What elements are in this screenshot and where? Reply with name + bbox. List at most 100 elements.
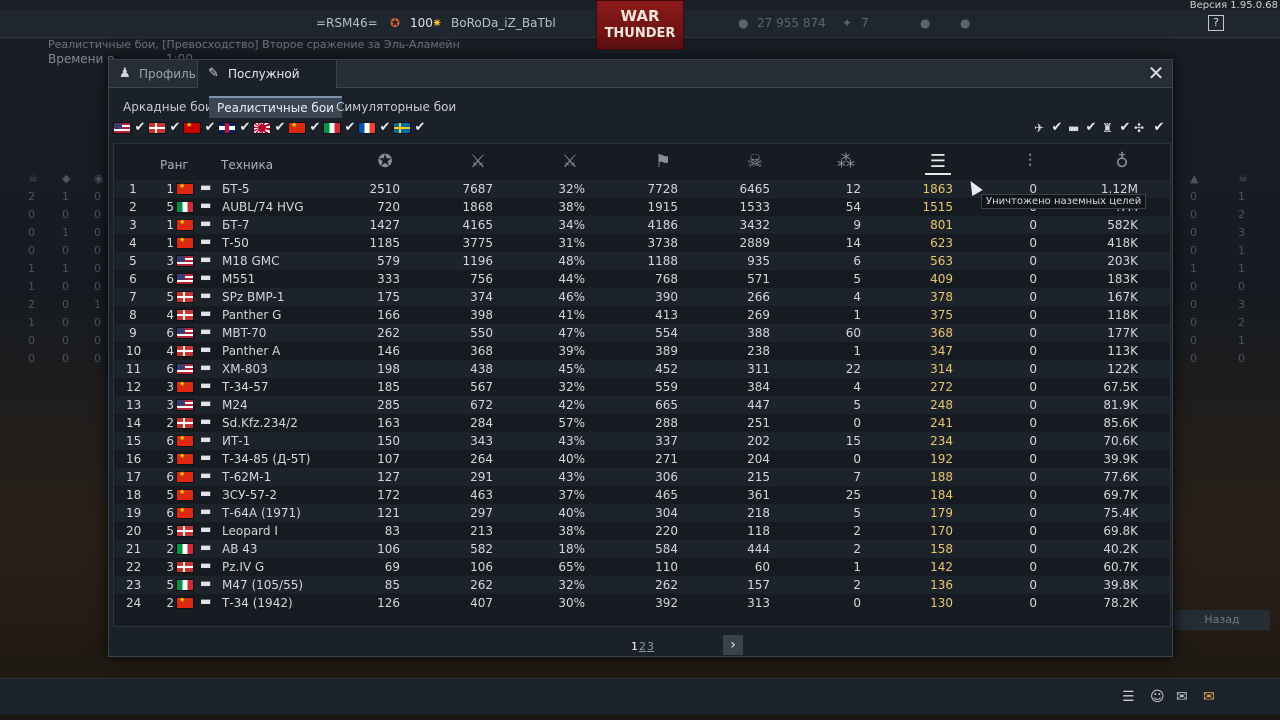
stat-respawns: 4186 — [647, 218, 678, 232]
header-winrate-icon[interactable]: ⚔ — [561, 151, 579, 172]
table-row[interactable]: 16 3 ▬ Т-34-85 (Д-5Т) 107 264 40% 271 204 0 192 0 39… — [114, 450, 1170, 468]
tab-profile[interactable]: ♟ Профиль — [109, 60, 197, 88]
header-ground-kills-icon[interactable]: ☰ — [925, 149, 951, 175]
vehicle-stats-table: Ранг Техника ✪ ⚔ ⚔ ⚑ ☠ ⁂ ☰ ⫶ ♁ 11▬БТ-525… — [113, 143, 1171, 627]
table-row[interactable]: 1 1 ▬ БТ-5 2510 7687 32% 7728 6465 12 1863 0 1.12M — [114, 180, 1170, 198]
tab-arcade[interactable]: Аркадные бои — [123, 100, 213, 114]
header-vehicle[interactable]: Техника — [221, 158, 274, 172]
stat-battles: 297 — [470, 506, 493, 520]
stat-deaths: 444 — [747, 542, 770, 556]
nation-flag-icon — [176, 363, 194, 375]
nation-flag — [176, 345, 194, 357]
crew-icon[interactable]: ● — [960, 16, 971, 30]
stat-victories: 579 — [377, 254, 400, 268]
header-victories-icon[interactable]: ✪ — [377, 151, 393, 172]
version-label: Версия 1.95.0.68 — [1189, 0, 1278, 11]
table-row[interactable]: 23 5 ▬ M47 (105/55) 85 262 32% 262 157 2 136 0 39.8K — [114, 576, 1170, 594]
table-row[interactable]: 8 4 ▬ Panther G 166 398 41% 413 269 1 375 0 118K — [114, 306, 1170, 324]
table-row[interactable]: 18 5 ▬ ЗСУ-57-2 172 463 37% 465 361 25 184 0 69.7K — [114, 486, 1170, 504]
table-row[interactable]: 12 3 ▬ Т-34-57 185 567 32% 559 384 4 272 0 67.5K — [114, 378, 1170, 396]
checkbox-checked-icon[interactable]: ✔ — [309, 120, 321, 135]
tank-class-icon: ▬ — [200, 432, 212, 446]
table-row[interactable]: 11 6 ▬ XM-803 198 438 45% 452 311 22 314 0 122K — [114, 360, 1170, 378]
stat-battles: 264 — [470, 452, 493, 466]
stat-naval-kills: 0 — [1029, 434, 1037, 448]
table-row[interactable]: 3 1 ▬ БТ-7 1427 4165 34% 4186 3432 9 801 0 582K — [114, 216, 1170, 234]
table-row[interactable]: 6 6 ▬ M551 333 756 44% 768 571 5 409 0 183K — [114, 270, 1170, 288]
checkbox-checked-icon[interactable]: ✔ — [1119, 120, 1131, 135]
table-row[interactable]: 22 3 ▬ Pz.IV G 69 106 65% 110 60 1 142 0 60.7K — [114, 558, 1170, 576]
war-thunder-logo[interactable]: WAR THUNDER — [596, 0, 684, 50]
stat-activity: 118K — [1107, 308, 1138, 322]
header-activity-icon[interactable]: ♁ — [1115, 151, 1129, 172]
contacts-icon[interactable]: ☺ — [1150, 689, 1165, 705]
research-icon[interactable]: ● — [920, 16, 931, 30]
table-row[interactable]: 25▬AUBL/74 HVG720186838%191515335415150.… — [114, 198, 1170, 216]
tab-service-record[interactable]: ✎ Послужной список — [197, 60, 337, 109]
vehicle-rank: 6 — [166, 434, 174, 448]
golden-eagles-count: 7 — [861, 16, 869, 30]
checkbox-checked-icon[interactable]: ✔ — [414, 120, 426, 135]
table-row[interactable]: 7 5 ▬ SPz BMP-1 175 374 46% 390 266 4 378 0 167K — [114, 288, 1170, 306]
tab-simulator[interactable]: Симуляторные бои — [336, 100, 457, 114]
mail-icon[interactable]: ✉ — [1203, 689, 1215, 705]
table-row[interactable]: 13 3 ▬ M24 285 672 42% 665 447 5 248 0 81.9K — [114, 396, 1170, 414]
header-naval-kills-icon[interactable]: ⫶ — [1027, 151, 1033, 172]
tank-class-icon: ▬ — [200, 180, 212, 194]
table-row[interactable]: 21 2 ▬ AB 43 106 582 18% 584 444 2 158 0 40.2K — [114, 540, 1170, 558]
table-row[interactable]: 4 1 ▬ Т-50 1185 3775 31% 3738 2889 14 623 0 418K — [114, 234, 1170, 252]
table-row[interactable]: 14 2 ▬ Sd.Kfz.234/2 163 284 57% 288 251 0 241 0 85.6… — [114, 414, 1170, 432]
background-scoreboard-left-3: ◉ 0 0 0 0 0 0 1 0 0 0 — [94, 172, 104, 365]
table-row[interactable]: 17 6 ▬ Т-62М-1 127 291 43% 306 215 7 188 0 77.6K — [114, 468, 1170, 486]
list-icon[interactable]: ☰ — [1122, 689, 1135, 705]
checkbox-checked-icon[interactable]: ✔ — [169, 120, 181, 135]
checkbox-checked-icon[interactable]: ✔ — [204, 120, 216, 135]
stat-deaths: 2889 — [739, 236, 770, 250]
page-3[interactable]: 3 — [647, 640, 654, 653]
window-header: ♟ Профиль ✎ Послужной список ✕ — [109, 60, 1172, 109]
checkbox-checked-icon[interactable]: ✔ — [379, 120, 391, 135]
header-rank[interactable]: Ранг — [160, 158, 189, 172]
tab-realistic[interactable]: Реалистичные бои — [209, 96, 342, 118]
stat-battles: 398 — [470, 308, 493, 322]
next-page-button[interactable]: › — [723, 635, 743, 655]
header-deaths-icon[interactable]: ☠ — [746, 151, 764, 172]
stat-respawns: 1188 — [647, 254, 678, 268]
checkbox-checked-icon[interactable]: ✔ — [274, 120, 286, 135]
close-button[interactable]: ✕ — [1147, 61, 1165, 85]
checkbox-checked-icon[interactable]: ✔ — [1153, 120, 1165, 135]
checkbox-checked-icon[interactable]: ✔ — [134, 120, 146, 135]
vehicle-name: M47 (105/55) — [222, 578, 304, 592]
table-row[interactable]: 9 6 ▬ MBT-70 262 550 47% 554 388 60 368 0 177K — [114, 324, 1170, 342]
stat-respawns: 390 — [655, 290, 678, 304]
table-row[interactable]: 20 5 ▬ Leopard I 83 213 38% 220 118 2 170 0 69.8K — [114, 522, 1170, 540]
france-flag-icon — [358, 122, 376, 134]
checkbox-checked-icon[interactable]: ✔ — [344, 120, 356, 135]
header-air-kills-icon[interactable]: ⁂ — [837, 151, 855, 172]
stat-naval-kills: 0 — [1029, 452, 1037, 466]
table-row[interactable]: 5 3 ▬ M18 GMC 579 1196 48% 1188 935 6 563 0 203K — [114, 252, 1170, 270]
japan-flag-icon — [253, 122, 271, 134]
table-row[interactable]: 19 6 ▬ Т-64А (1971) 121 297 40% 304 218 5 179 0 75.4… — [114, 504, 1170, 522]
table-row[interactable]: 10 4 ▬ Panther A 146 368 39% 389 238 1 347 0 113K — [114, 342, 1170, 360]
page-1[interactable]: 1 — [631, 640, 638, 653]
table-row[interactable]: 15 6 ▬ ИТ-1 150 343 43% 337 202 15 234 0 70.6K — [114, 432, 1170, 450]
tank-class-icon: ▬ — [200, 360, 212, 374]
stat-activity: 81.9K — [1103, 398, 1138, 412]
header-battles-icon[interactable]: ⚔ — [469, 151, 487, 172]
checkbox-checked-icon[interactable]: ✔ — [1085, 120, 1097, 135]
nation-flag — [176, 417, 194, 429]
stat-respawns: 271 — [655, 452, 678, 466]
vehicle-name: Т-34 (1942) — [222, 596, 293, 610]
table-row[interactable]: 24 2 ▬ Т-34 (1942) 126 407 30% 392 313 0 130 0 78.2K — [114, 594, 1170, 612]
player-nickname[interactable]: BoRoDa_iZ_BaTbl — [451, 16, 556, 30]
page-2[interactable]: 2 — [639, 640, 646, 653]
back-button[interactable]: Назад — [1174, 610, 1270, 630]
header-respawns-icon[interactable]: ⚑ — [654, 151, 672, 172]
checkbox-checked-icon[interactable]: ✔ — [239, 120, 251, 135]
help-button[interactable]: ? — [1208, 15, 1224, 31]
nation-flag-icon — [176, 470, 194, 483]
chat-icon[interactable]: ✉ — [1176, 689, 1188, 705]
checkbox-checked-icon[interactable]: ✔ — [1051, 120, 1063, 135]
stat-victories: 69 — [384, 560, 400, 574]
